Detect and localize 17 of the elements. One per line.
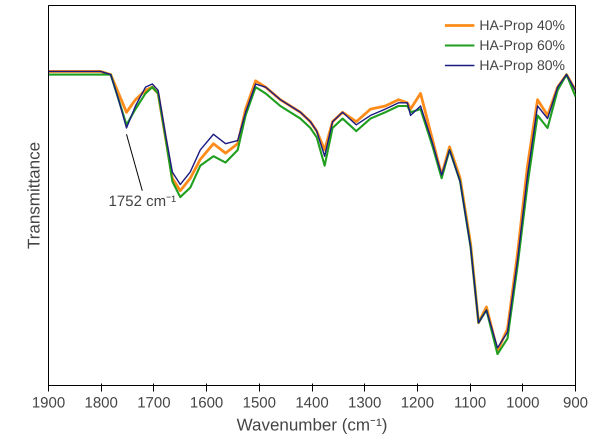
legend-label: HA-Prop 80% — [479, 57, 565, 73]
x-tick-label: 1800 — [84, 394, 118, 412]
x-tick-label: 1300 — [348, 394, 382, 412]
annotation: 1752 cm⁻¹ — [108, 192, 176, 210]
x-tick-label: 1000 — [506, 394, 540, 412]
legend-label: HA-Prop 60% — [479, 37, 565, 53]
x-axis-title: Wavenumber (cm⁻¹) — [236, 416, 388, 434]
y-axis-title: Transmittance — [24, 142, 44, 250]
x-tick-label: 1600 — [190, 394, 224, 412]
x-tick-label: 1400 — [295, 394, 329, 412]
x-tick-label: 1900 — [32, 394, 66, 412]
x-tick-label: 1200 — [400, 394, 434, 412]
x-tick-label: 1500 — [242, 394, 276, 412]
x-tick-label: 1100 — [454, 394, 486, 412]
x-tick-label: 900 — [562, 394, 588, 412]
x-tick-label: 1700 — [137, 394, 171, 412]
legend-label: HA-Prop 40% — [479, 17, 565, 33]
